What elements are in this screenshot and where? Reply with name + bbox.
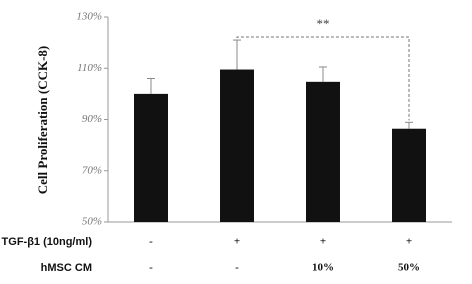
bar	[306, 81, 340, 222]
y-tick-label: 50%	[82, 216, 102, 228]
treatment-cell: 50%	[398, 262, 420, 274]
treatment-label: hMSC CM	[41, 262, 92, 274]
y-tick-label: 90%	[82, 113, 102, 125]
y-tick-label: 110%	[77, 62, 102, 74]
treatment-cell: +	[406, 236, 412, 248]
significance-label: **	[317, 16, 330, 31]
treatment-cell: 10%	[312, 262, 334, 274]
bar	[134, 93, 168, 222]
y-tick-label: 70%	[82, 164, 102, 176]
treatment-cell: -	[149, 262, 153, 274]
treatment-cell: -	[149, 236, 153, 248]
treatment-cell: -	[235, 262, 239, 274]
bar	[392, 128, 426, 222]
treatment-cell: +	[320, 236, 326, 248]
y-tick-label: 130%	[76, 11, 102, 23]
treatment-cell: +	[234, 236, 240, 248]
bar	[220, 69, 254, 222]
significance-bracket	[236, 36, 410, 121]
treatment-label: TGF-β1 (10ng/ml)	[2, 236, 93, 248]
y-axis-label: Cell Proliferation (CCK-8)	[35, 46, 50, 195]
